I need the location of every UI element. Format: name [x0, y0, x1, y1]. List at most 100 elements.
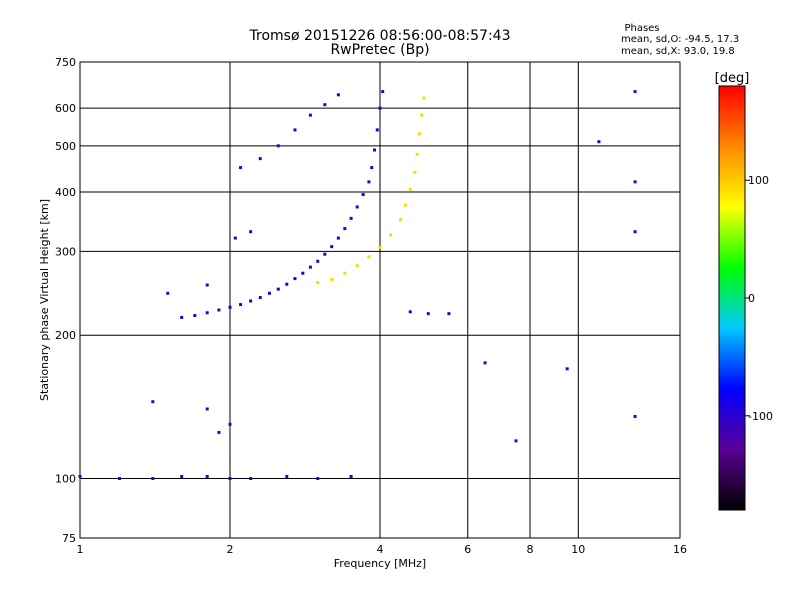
colorbar-ticks: 100 0 -100 [745, 174, 773, 423]
data-point [370, 166, 374, 170]
data-point [293, 277, 297, 281]
y-axis: 75 100 200 300 400 500 600 750 [55, 56, 76, 545]
data-point [323, 103, 327, 107]
data-point [375, 128, 379, 132]
data-point [367, 255, 371, 259]
data-point [193, 314, 197, 318]
data-point [180, 474, 184, 478]
y-axis-label: Stationary phase Virtual Height [km] [38, 199, 51, 401]
data-point [378, 106, 382, 110]
data-point [308, 113, 312, 117]
colorbar-tick-label: 100 [748, 174, 769, 187]
data-point [633, 180, 637, 184]
data-point [399, 218, 403, 222]
colorbar-gradient [718, 85, 746, 511]
data-point [205, 407, 209, 411]
data-point [417, 132, 421, 136]
colorbar-tick-label: 0 [748, 292, 755, 305]
y-tick-label: 400 [55, 186, 76, 199]
data-point [308, 265, 312, 269]
data-point [249, 230, 253, 234]
data-point [249, 299, 253, 303]
x-tick-label: 8 [527, 543, 534, 556]
data-point [483, 361, 487, 365]
data-point [285, 282, 289, 286]
data-point [330, 245, 334, 249]
y-tick-label: 300 [55, 245, 76, 258]
data-point [633, 90, 637, 94]
data-point [151, 477, 155, 481]
data-point [205, 474, 209, 478]
data-point [293, 128, 297, 132]
data-point [349, 216, 353, 220]
stats-heading: Phases [624, 23, 659, 34]
data-point [422, 96, 426, 100]
x-tick-label: 1 [77, 543, 84, 556]
data-point [217, 308, 221, 312]
data-point [258, 157, 262, 161]
y-tick-label: 750 [55, 56, 76, 69]
data-point [233, 236, 237, 240]
data-point [633, 414, 637, 418]
x-tick-label: 10 [571, 543, 585, 556]
data-point [597, 140, 601, 144]
data-point [336, 93, 340, 97]
data-point [381, 90, 385, 94]
data-point [217, 430, 221, 434]
data-point [330, 277, 334, 281]
colorbar-tick-label: -100 [748, 410, 773, 423]
data-point [151, 400, 155, 404]
data-point [426, 312, 430, 316]
x-axis-label: Frequency [MHz] [334, 557, 426, 570]
data-point [373, 148, 377, 152]
data-point [205, 311, 209, 315]
chart-title: Tromsø 20151226 08:56:00-08:57:43 [249, 28, 511, 44]
data-point [249, 477, 253, 481]
y-tick-label: 600 [55, 102, 76, 115]
data-point [239, 166, 243, 170]
data-point [180, 315, 184, 319]
colorbar-label: [deg] [715, 71, 750, 86]
y-tick-label: 75 [62, 532, 76, 545]
data-point [403, 203, 407, 207]
data-point [228, 305, 232, 309]
data-point [415, 152, 419, 156]
data-point [316, 477, 320, 481]
data-point [355, 264, 359, 268]
data-point [285, 474, 289, 478]
data-point [343, 227, 347, 231]
data-point [301, 271, 305, 275]
x-tick-label: 6 [464, 543, 471, 556]
data-point [367, 180, 371, 184]
data-point [408, 310, 412, 314]
data-point [361, 193, 365, 197]
data-point [514, 439, 518, 443]
data-point [267, 291, 271, 295]
data-point [633, 230, 637, 234]
plot-area: 1 2 4 6 8 10 16 75 100 200 300 400 500 600 750 [55, 56, 687, 556]
x-tick-label: 16 [673, 543, 687, 556]
data-point [166, 291, 170, 295]
data-point [343, 271, 347, 275]
data-point [316, 259, 320, 263]
data-point [413, 170, 417, 174]
data-point [239, 303, 243, 307]
colorbar: [deg] 100 0 -100 [715, 71, 773, 511]
data-point [355, 205, 359, 209]
data-point [389, 233, 393, 237]
x-tick-label: 4 [377, 543, 384, 556]
data-point [447, 312, 451, 316]
data-point [78, 474, 82, 478]
data-point [323, 252, 327, 256]
x-axis: 1 2 4 6 8 10 16 [77, 543, 688, 556]
data-point [420, 113, 424, 117]
data-point [276, 287, 280, 291]
data-point [117, 477, 121, 481]
data-point [378, 245, 382, 249]
stats-line-x: mean, sd,X: 93.0, 19.8 [621, 46, 735, 57]
stats-line-o: mean, sd,O: -94.5, 17.3 [621, 34, 739, 45]
data-points [78, 90, 637, 481]
data-point [205, 283, 209, 287]
y-tick-label: 200 [55, 329, 76, 342]
